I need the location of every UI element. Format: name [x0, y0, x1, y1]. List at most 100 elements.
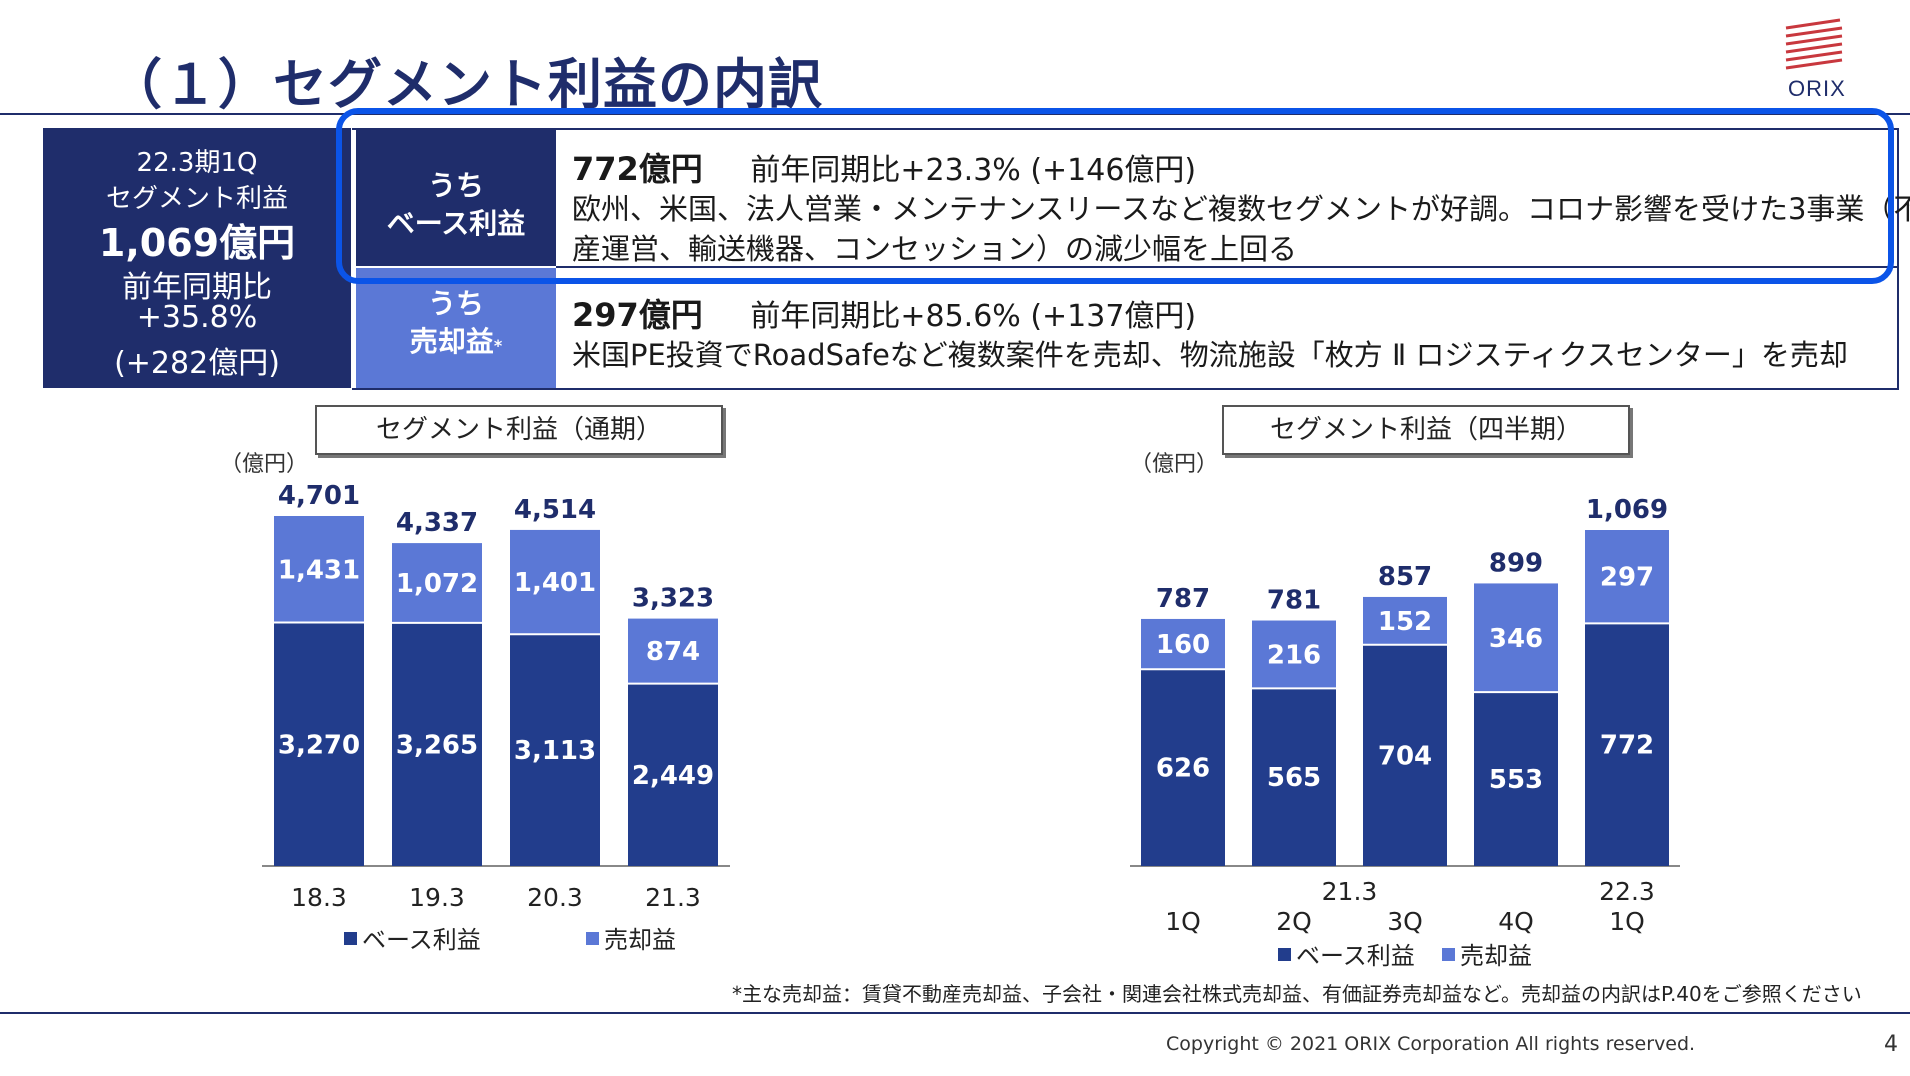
- quarterly-legend-swatch-gain: [1442, 948, 1455, 961]
- page-number: 4: [1884, 1032, 1898, 1057]
- quarterly-bar-base: [1252, 688, 1336, 866]
- quarterly-label-base: 772: [1600, 731, 1654, 761]
- row-divider: [556, 266, 1897, 268]
- quarterly-label-total: 857: [1378, 562, 1432, 592]
- annual-label-total: 4,514: [514, 495, 596, 525]
- quarterly-category-label: 1Q: [1165, 907, 1201, 936]
- base-profit-desc2: 産運営、輸送機器、コンセッション）の減少幅を上回る: [572, 232, 1298, 266]
- quarterly-bar-gain: [1363, 596, 1447, 645]
- quarterly-category-label: 4Q: [1498, 907, 1534, 936]
- annual-label-base: 2,449: [632, 761, 714, 791]
- summary-panel: 22.3期1Q セグメント利益 1,069億円 前年同期比 +35.8% (+2…: [43, 128, 351, 388]
- quarterly-bar-base: [1585, 623, 1669, 866]
- quarterly-legend-label-base: ベース利益: [1296, 942, 1415, 970]
- quarterly-bar-gain: [1585, 530, 1669, 624]
- annual-bar-base: [274, 622, 364, 866]
- gain-label-line2: 売却益*: [356, 320, 556, 360]
- gain-label-text: 売却益: [409, 325, 494, 358]
- annual-label-gain: 1,431: [278, 555, 360, 585]
- quarterly-label-gain: 346: [1489, 624, 1543, 654]
- annual-bar-gain: [628, 618, 718, 684]
- quarterly-category-label: 3Q: [1387, 907, 1423, 936]
- highlight-box: [336, 108, 1894, 284]
- annual-category-label: 19.3: [409, 883, 465, 912]
- gain-label-mark: *: [493, 336, 503, 355]
- quarterly-legend-label-gain: 売却益: [1460, 942, 1532, 970]
- annual-bar-gain: [274, 516, 364, 623]
- summary-yoy-pct: +35.8%: [136, 300, 258, 335]
- base-profit-value: 772億円: [572, 150, 703, 188]
- annual-legend-label-gain: 売却益: [604, 926, 676, 954]
- title-divider: [0, 113, 1910, 115]
- annual-bar-base: [510, 634, 600, 866]
- annual-bar-gain: [392, 543, 482, 623]
- quarterly-chart-title: セグメント利益（四半期）: [1222, 405, 1630, 455]
- summary-value: 1,069億円: [98, 221, 296, 265]
- quarterly-category-label: 2Q: [1276, 907, 1312, 936]
- summary-yoy-label: 前年同期比: [122, 270, 272, 305]
- base-profit-label: うち ベース利益: [356, 128, 556, 266]
- annual-label-base: 3,270: [278, 730, 360, 760]
- base-profit-headline: 772億円 前年同期比+23.3% (+146億円): [572, 144, 1196, 190]
- orix-logo: ORIX: [1780, 18, 1850, 101]
- logo-text: ORIX: [1788, 76, 1846, 101]
- base-label-line2: ベース利益: [386, 207, 526, 240]
- sale-gain-headline: 297億円 前年同期比+85.6% (+137億円): [572, 290, 1196, 336]
- annual-label-total: 3,323: [632, 584, 714, 614]
- quarterly-label-base: 565: [1267, 763, 1321, 793]
- annual-bar-gain: [510, 529, 600, 635]
- quarterly-legend-swatch-base: [1278, 948, 1291, 961]
- quarterly-label-total: 1,069: [1586, 495, 1668, 525]
- annual-label-total: 4,337: [396, 508, 478, 538]
- quarterly-label-total: 781: [1267, 586, 1321, 616]
- quarterly-label-gain: 297: [1600, 563, 1654, 593]
- summary-period: 22.3期1Q: [136, 148, 258, 178]
- annual-chart-title: セグメント利益（通期）: [315, 405, 723, 455]
- quarterly-label-gain: 152: [1378, 607, 1432, 637]
- detail-table: [352, 128, 1899, 390]
- base-profit-yoy: 前年同期比+23.3% (+146億円): [750, 153, 1197, 188]
- annual-category-label: 21.3: [645, 883, 701, 912]
- quarterly-group-label: 21.3: [1322, 877, 1378, 906]
- quarterly-label-base: 626: [1156, 754, 1210, 784]
- quarterly-bar-gain: [1474, 583, 1558, 693]
- footnote: *主な売却益：賃貸不動産売却益、子会社・関連会社株式売却益、有価証券売却益など。…: [732, 982, 1862, 1006]
- annual-chart-unit: （億円）: [220, 452, 309, 477]
- quarterly-bar-base: [1363, 644, 1447, 866]
- sale-gain-value: 297億円: [572, 296, 703, 334]
- annual-legend-swatch-gain: [586, 932, 599, 945]
- quarterly-bar-base: [1141, 669, 1225, 866]
- summary-yoy-abs: (+282億円): [114, 346, 280, 381]
- base-label-line1: うち: [427, 169, 484, 202]
- annual-legend-label-base: ベース利益: [362, 926, 481, 954]
- annual-bar-base: [628, 683, 718, 866]
- annual-label-base: 3,113: [514, 736, 596, 766]
- quarterly-label-total: 787: [1156, 584, 1210, 614]
- sale-gain-desc1: 米国PE投資でRoadSafeなど複数案件を売却、物流施設「枚方 Ⅱ ロジスティ…: [572, 338, 1848, 372]
- annual-bar-base: [392, 622, 482, 866]
- quarterly-label-total: 899: [1489, 548, 1543, 578]
- annual-category-label: 20.3: [527, 883, 583, 912]
- annual-label-base: 3,265: [396, 730, 478, 760]
- annual-label-total: 4,701: [278, 481, 360, 511]
- annual-legend-swatch-base: [344, 932, 357, 945]
- annual-label-gain: 1,401: [514, 568, 596, 598]
- sale-gain-yoy: 前年同期比+85.6% (+137億円): [750, 299, 1197, 334]
- gain-label-line1: うち: [427, 287, 484, 320]
- quarterly-category-label: 1Q: [1609, 907, 1645, 936]
- quarterly-chart-unit: （億円）: [1130, 452, 1219, 477]
- summary-label: セグメント利益: [105, 184, 288, 214]
- copyright: Copyright © 2021 ORIX Corporation All ri…: [1166, 1033, 1696, 1055]
- page-title: （１）セグメント利益の内訳: [108, 53, 823, 116]
- quarterly-label-gain: 160: [1156, 630, 1210, 660]
- annual-label-gain: 1,072: [396, 569, 478, 599]
- annual-label-gain: 874: [646, 637, 700, 667]
- sale-gain-label: うち 売却益*: [356, 268, 556, 388]
- quarterly-bar-gain: [1252, 620, 1336, 689]
- quarterly-bar-gain: [1141, 618, 1225, 670]
- quarterly-label-base: 704: [1378, 741, 1432, 771]
- quarterly-label-base: 553: [1489, 765, 1543, 795]
- quarterly-label-gain: 216: [1267, 640, 1321, 670]
- quarterly-group-label: 22.3: [1599, 877, 1655, 906]
